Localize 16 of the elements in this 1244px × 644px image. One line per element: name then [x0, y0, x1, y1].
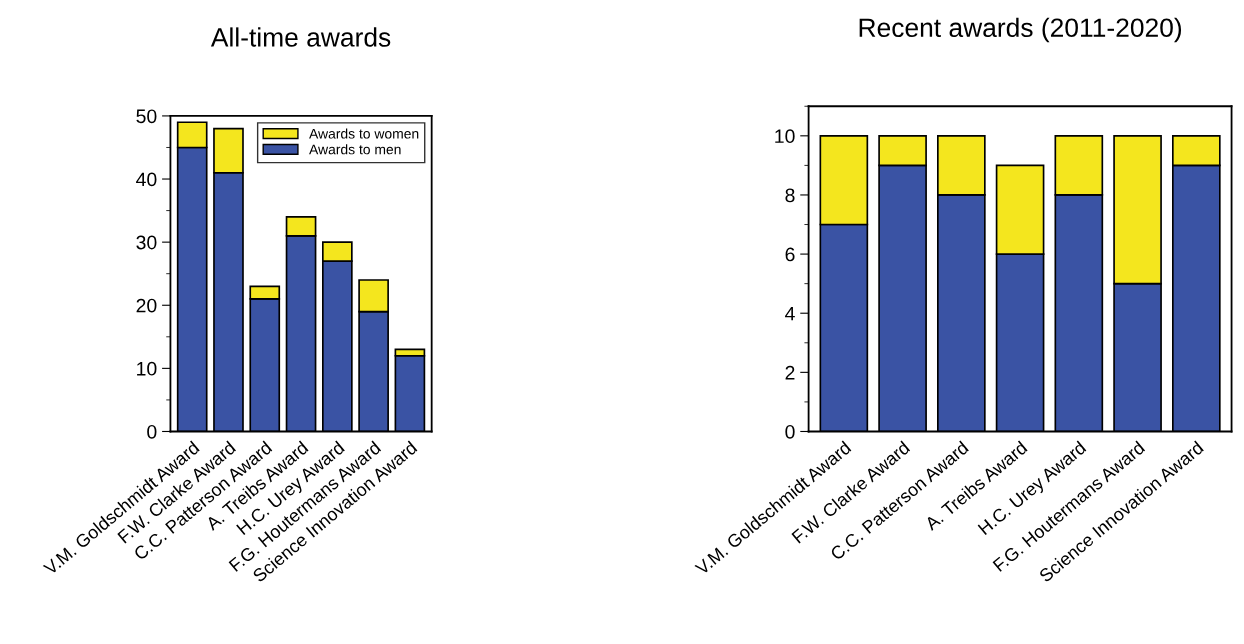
legend-label: Awards to women: [309, 128, 419, 139]
y-tick-label: 4: [785, 306, 795, 321]
y-tick-label: 10: [775, 129, 795, 144]
y-tick-label: 40: [136, 172, 157, 187]
y-tick-label: 20: [136, 298, 157, 313]
y-tick-label: 0: [147, 424, 157, 439]
chart-title: Recent awards (2011-2020): [859, 17, 1182, 43]
y-tick-label: 0: [785, 424, 795, 439]
chart-title: All-time awards: [210, 27, 391, 47]
y-tick-label: 50: [136, 109, 157, 124]
y-tick-label: 30: [136, 235, 157, 250]
y-tick-label: 6: [785, 247, 795, 262]
y-tick-label: 2: [785, 365, 795, 380]
y-tick-label: 8: [785, 188, 795, 203]
legend-label: Awards to men: [309, 144, 401, 155]
y-tick-label: 10: [137, 361, 157, 376]
